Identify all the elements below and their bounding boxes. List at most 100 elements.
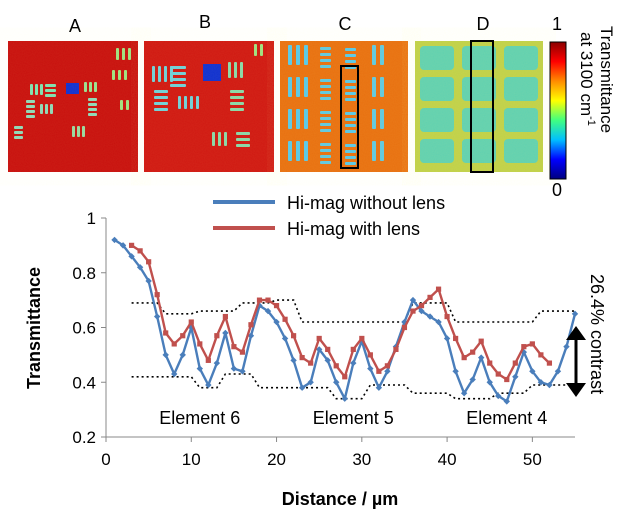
legend-label-series-1: Hi-mag without lens <box>287 193 445 213</box>
series-1-point <box>571 310 579 318</box>
y-tick-label: 0.6 <box>72 319 96 338</box>
y-axis-label: Transmittance <box>24 267 44 389</box>
series-1-point <box>298 384 306 391</box>
series-2-point <box>282 316 288 322</box>
panel-label-d: D <box>477 14 490 34</box>
series-1-point <box>375 384 383 391</box>
panel-label-a: A <box>69 16 81 36</box>
y-tick-label: 1 <box>87 209 96 228</box>
series-2-point <box>350 346 356 352</box>
y-ticks: 0.2 0.4 0.6 0.8 1 <box>72 209 106 447</box>
series-2-point <box>171 341 177 347</box>
series-2-point <box>546 360 553 366</box>
series-1-point <box>495 392 502 400</box>
series-1-point <box>435 318 442 326</box>
x-axis-label: Distance / µm <box>282 489 398 509</box>
series-2-point <box>521 344 527 350</box>
line-profile-box <box>340 65 359 169</box>
x-tick-label: 20 <box>267 450 286 469</box>
series-2-point <box>128 242 135 248</box>
legend-label-series-2: Hi-mag with lens <box>287 219 420 239</box>
contrast-label: 26.4% contrast <box>587 274 607 394</box>
series-2-point <box>538 352 544 358</box>
series-2-point <box>291 333 297 339</box>
series-1-point <box>324 357 331 364</box>
series-1-point <box>520 348 528 356</box>
x-tick-label: 10 <box>182 450 201 469</box>
series-2-point <box>308 360 314 366</box>
colorbar-max-label: 1 <box>552 14 562 34</box>
line-profile-box <box>470 40 494 173</box>
panel-image-d <box>415 40 543 173</box>
series-2-point <box>342 374 348 380</box>
series-1 <box>111 236 579 405</box>
series-2-point <box>256 297 263 303</box>
series-1-point <box>179 351 186 359</box>
series-2-point <box>512 360 518 366</box>
series-1-point <box>264 307 272 315</box>
series-2-point <box>146 259 152 265</box>
series-1-point <box>563 343 570 350</box>
series-2-point <box>359 335 365 342</box>
x-ticks: 0 10 20 30 40 50 <box>101 437 542 469</box>
colorbar <box>549 41 567 180</box>
series-2-point <box>487 360 493 366</box>
series-2-point <box>197 341 203 347</box>
series-2-point <box>410 308 416 314</box>
series-1-point <box>307 379 314 386</box>
panel-image-b <box>144 41 274 172</box>
panel-speckle <box>280 41 408 172</box>
series-1-point <box>529 368 536 375</box>
series-2-point <box>299 355 305 361</box>
colorbar-min-label: 0 <box>552 180 562 200</box>
series-1-point <box>128 253 135 260</box>
series-1-point <box>196 365 203 372</box>
series-2-point <box>444 313 450 320</box>
series-2-point <box>376 368 382 374</box>
series-1-point <box>478 354 485 361</box>
colorbar-title-sup: -1 <box>585 116 597 126</box>
y-tick-label: 0.4 <box>72 373 96 392</box>
series-1-point <box>119 242 127 249</box>
series-2-point <box>529 341 535 347</box>
x-tick-label: 40 <box>438 450 457 469</box>
panel-speckle <box>415 41 543 172</box>
series-1-point <box>452 368 459 375</box>
series-1-point <box>469 376 476 383</box>
series-1-point <box>315 346 323 353</box>
element-annotations: Element 6 Element 5 Element 4 <box>159 408 547 428</box>
series-1-point <box>247 332 255 339</box>
series-1-point <box>546 381 553 389</box>
y-tick-label: 0.8 <box>72 264 96 283</box>
series-1-point <box>171 370 178 378</box>
element-label-1: Element 6 <box>159 408 240 428</box>
series-group <box>111 236 579 405</box>
series-2-point <box>325 346 331 352</box>
series-2-point <box>154 292 160 298</box>
series-1-point <box>460 390 468 397</box>
series-2-point <box>453 335 459 342</box>
series-1-point <box>384 368 391 375</box>
panel-image-c <box>280 41 408 172</box>
series-2-point <box>333 363 339 369</box>
series-2-point <box>504 376 510 383</box>
contrast-arrow <box>566 326 586 397</box>
series-2-point <box>427 294 433 300</box>
colorbar-title-line2-text: at 3100 cm <box>577 32 596 116</box>
x-tick-label: 0 <box>101 450 110 469</box>
series-1-point <box>111 236 118 244</box>
series-2-point <box>435 286 442 292</box>
series-2-point <box>163 330 169 336</box>
lower-envelope-line <box>131 373 575 400</box>
series-1-point <box>418 307 425 315</box>
series-2-point <box>137 248 143 254</box>
series-1-point <box>281 335 289 342</box>
legend: Hi-mag without lens Hi-mag with lens <box>213 193 445 239</box>
series-1-point <box>409 296 417 304</box>
upper-envelope-line <box>131 299 575 323</box>
series-1-point <box>239 368 246 375</box>
panel-speckle <box>8 41 138 172</box>
series-1-point <box>230 365 238 372</box>
series-1-point <box>512 373 519 380</box>
